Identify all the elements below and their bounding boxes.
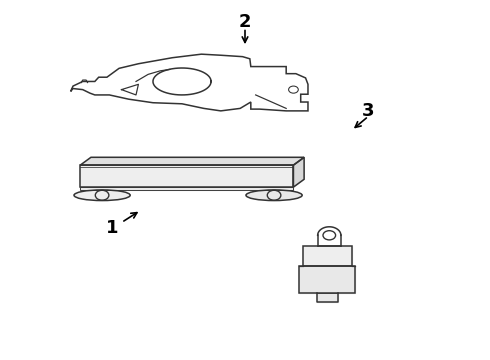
Text: 3: 3 xyxy=(362,102,375,120)
Polygon shape xyxy=(303,246,352,266)
Text: 2: 2 xyxy=(239,13,251,31)
Polygon shape xyxy=(317,293,338,302)
Polygon shape xyxy=(80,165,294,187)
Polygon shape xyxy=(80,157,304,165)
Polygon shape xyxy=(299,266,355,293)
Ellipse shape xyxy=(246,190,302,201)
Ellipse shape xyxy=(74,190,130,201)
Polygon shape xyxy=(294,157,304,187)
Text: 1: 1 xyxy=(105,219,118,237)
Polygon shape xyxy=(80,187,294,190)
